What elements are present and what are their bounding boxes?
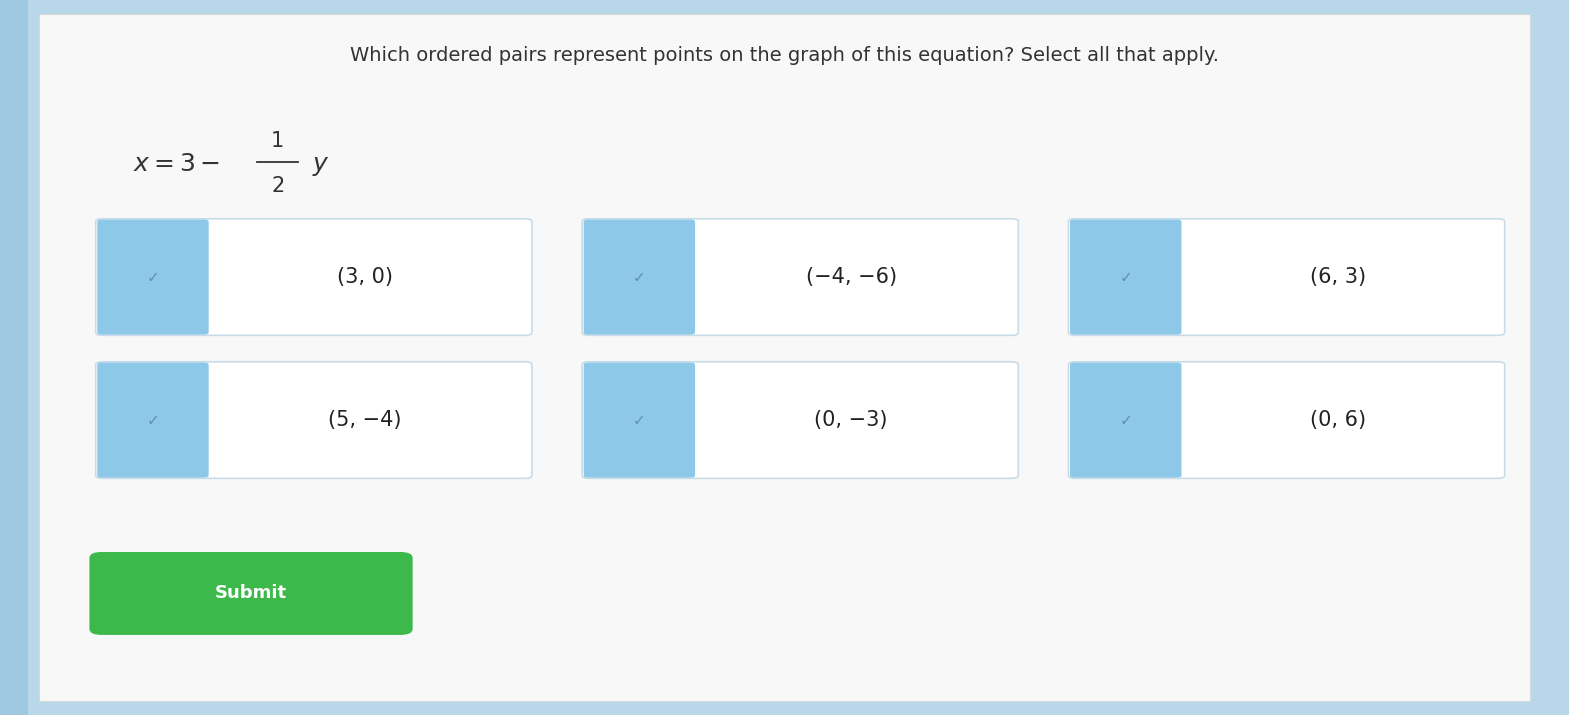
- Text: ✓: ✓: [632, 413, 646, 428]
- FancyBboxPatch shape: [97, 220, 209, 335]
- FancyBboxPatch shape: [89, 552, 413, 635]
- FancyBboxPatch shape: [582, 219, 1018, 335]
- Text: (0, 6): (0, 6): [1310, 410, 1365, 430]
- Text: ✓: ✓: [632, 270, 646, 285]
- FancyBboxPatch shape: [97, 363, 209, 478]
- Text: (−4, −6): (−4, −6): [805, 267, 897, 287]
- Text: ✓: ✓: [1119, 270, 1133, 285]
- FancyBboxPatch shape: [1070, 220, 1181, 335]
- FancyBboxPatch shape: [96, 219, 532, 335]
- Text: ✓: ✓: [146, 413, 160, 428]
- Text: ✓: ✓: [146, 270, 160, 285]
- FancyBboxPatch shape: [96, 362, 532, 478]
- FancyBboxPatch shape: [584, 220, 695, 335]
- Text: Which ordered pairs represent points on the graph of this equation? Select all t: Which ordered pairs represent points on …: [350, 46, 1219, 66]
- Text: (6, 3): (6, 3): [1310, 267, 1365, 287]
- FancyBboxPatch shape: [1070, 363, 1181, 478]
- FancyBboxPatch shape: [1068, 219, 1505, 335]
- Text: (5, −4): (5, −4): [328, 410, 402, 430]
- Text: Submit: Submit: [215, 584, 287, 603]
- Text: (3, 0): (3, 0): [337, 267, 392, 287]
- Text: 1: 1: [271, 131, 284, 151]
- Text: $x = 3 -$: $x = 3 -$: [133, 152, 221, 177]
- Bar: [0, 0, 28, 715]
- Text: 2: 2: [271, 176, 284, 196]
- Text: ✓: ✓: [1119, 413, 1133, 428]
- Text: (0, −3): (0, −3): [814, 410, 888, 430]
- FancyBboxPatch shape: [582, 362, 1018, 478]
- FancyBboxPatch shape: [584, 363, 695, 478]
- Text: y: y: [312, 152, 326, 177]
- FancyBboxPatch shape: [1068, 362, 1505, 478]
